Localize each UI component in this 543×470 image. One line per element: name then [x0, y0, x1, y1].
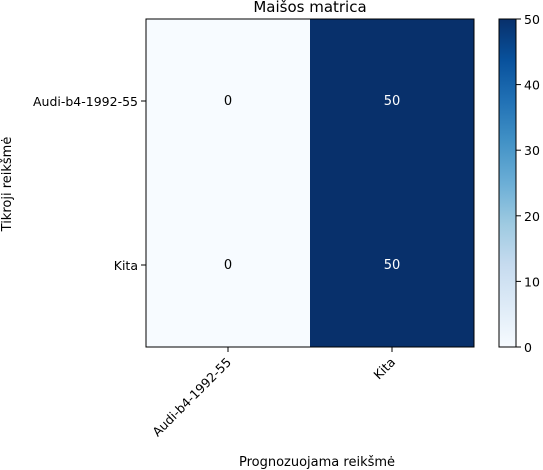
colorbar-tick-label: 30: [524, 143, 540, 158]
cell-value-label: 0: [224, 94, 232, 109]
y-tick-label: Audi-b4-1992-55: [33, 94, 138, 109]
colorbar-ticks: 0 10 20 30 40 50: [516, 12, 540, 355]
y-axis-label: Tikroji reikšmė: [0, 137, 15, 233]
x-axis-label: Prognozuojama reikšmė: [239, 455, 395, 470]
cell-value-label: 50: [384, 94, 401, 109]
chart-title: Maišos matrica: [253, 0, 366, 16]
colorbar-tick-label: 20: [524, 209, 540, 224]
x-tick-label: Kita: [370, 355, 398, 383]
heatmap-cell: [310, 19, 474, 183]
colorbar-tick-label: 0: [524, 340, 532, 355]
colorbar: [498, 18, 517, 348]
colorbar-tick-label: 10: [524, 274, 540, 289]
cell-value-label: 0: [224, 258, 232, 273]
y-tick-label: Kita: [114, 258, 138, 273]
y-axis-ticks: Audi-b4-1992-55 Kita: [33, 94, 146, 273]
heatmap-cells: 0 50 0 50: [146, 19, 474, 347]
colorbar-tick-label: 50: [524, 12, 540, 27]
x-axis-ticks: Audi-b4-1992-55 Kita: [149, 347, 398, 439]
x-tick-label: Audi-b4-1992-55: [149, 355, 234, 440]
plot-frame: [145, 18, 475, 348]
heatmap-cell: [310, 183, 474, 347]
heatmap-cell: [146, 183, 310, 347]
colorbar-tick-label: 40: [524, 78, 540, 93]
heatmap-cell: [146, 19, 310, 183]
cell-value-label: 50: [384, 258, 401, 273]
